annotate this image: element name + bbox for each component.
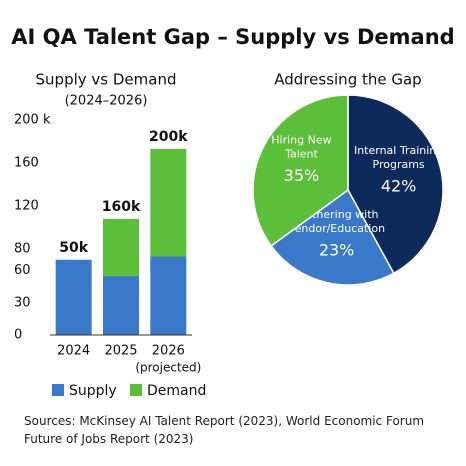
bar-segment	[55, 259, 92, 335]
main-title: AI QA Talent Gap – Supply vs Demand	[11, 25, 454, 49]
legend-label: Supply	[69, 383, 117, 399]
x-tick-label: 2024	[57, 344, 90, 359]
x-tick-label: 2026	[152, 344, 185, 359]
legend-swatch	[130, 384, 142, 396]
bar-title: Supply vs Demand	[36, 71, 177, 89]
bar-segment	[150, 149, 187, 257]
y-tick-label: 60	[14, 263, 31, 278]
bar-segment	[150, 256, 187, 335]
pie-title: Addressing the Gap	[274, 71, 421, 89]
bar-annotation: 160k	[102, 199, 141, 215]
slice-label: Programs	[373, 158, 425, 171]
slice-value: 35%	[284, 166, 320, 185]
y-tick-label: 30	[14, 295, 31, 310]
slice-label: Internal Training	[354, 144, 443, 157]
pie-slice	[252, 94, 349, 247]
chart: AI QA Talent Gap – Supply vs Demand Supp…	[11, 25, 454, 399]
bar-segment	[103, 275, 139, 335]
slice-label: Talent	[284, 147, 318, 160]
pie-slice	[347, 94, 444, 275]
x-tick-label: 2025	[104, 344, 137, 359]
y-tick-label: 160	[14, 156, 39, 171]
source: Sources: McKinsey AI Talent Report (2023…	[24, 414, 425, 446]
slice-value: 42%	[381, 177, 417, 196]
legend-label: Demand	[147, 383, 206, 399]
bar-subtitle: (2024–2026)	[65, 94, 148, 109]
y-tick-label: 80	[14, 242, 31, 257]
slice-label: Hiring New	[271, 133, 331, 146]
slice-label: vendor/Education	[288, 222, 385, 235]
legend-swatch	[52, 384, 64, 396]
y-tick-label: 200 k	[14, 113, 51, 128]
slice-value: 23%	[319, 240, 355, 259]
bar-annotation: 50k	[59, 240, 88, 256]
bar-segment	[103, 218, 139, 276]
bar-annotation: 200k	[149, 129, 188, 145]
pie-slice	[270, 188, 395, 286]
x-tick-note: (projected)	[135, 361, 201, 375]
y-tick-label: 0	[14, 328, 22, 343]
y-tick-label: 120	[14, 199, 39, 214]
